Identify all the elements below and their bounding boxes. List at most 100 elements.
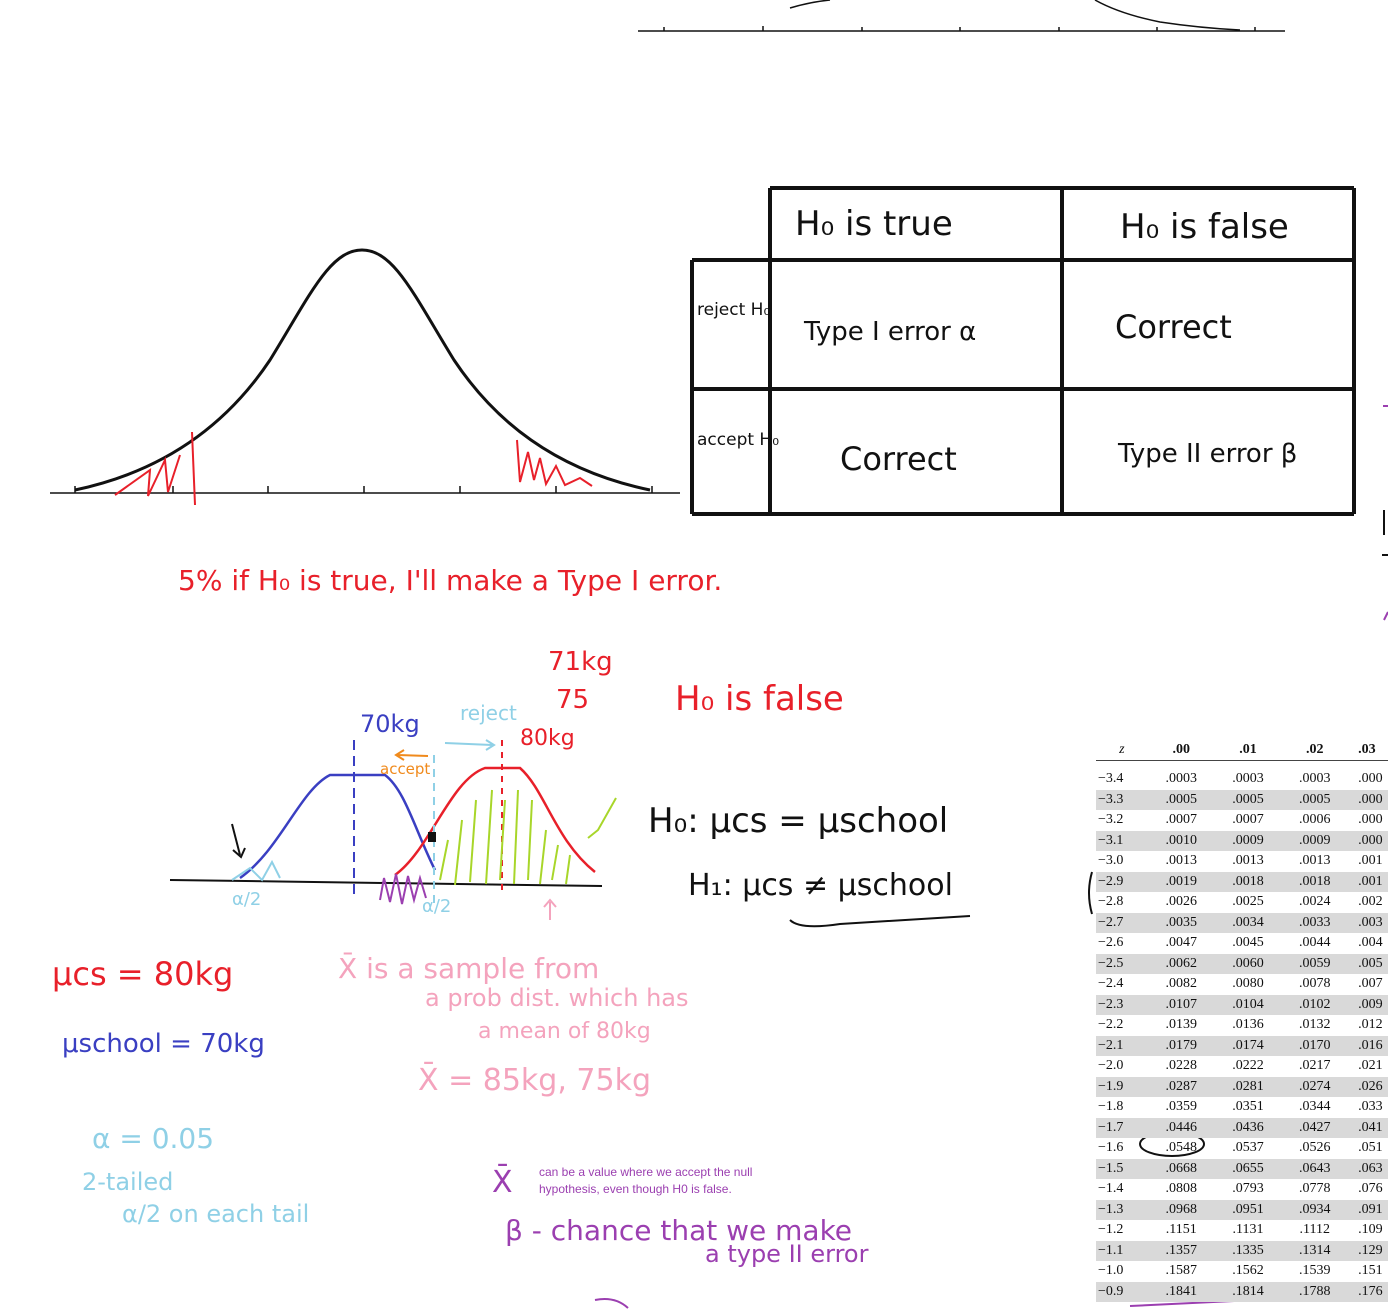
table-row: −2.4 .0082 .0080 .0078 .007 <box>1096 974 1388 995</box>
table-cell: .1112 <box>1299 1222 1330 1238</box>
table-cell-correct-2: Correct <box>840 440 957 478</box>
table-cell: .1841 <box>1165 1283 1197 1299</box>
table-col-header-h0-false: H₀ is false <box>1120 207 1289 247</box>
table-row: −2.3 .0107 .0104 .0102 .009 <box>1096 994 1388 1015</box>
table-cell: .1357 <box>1165 1242 1197 1258</box>
table-cell: .151 <box>1358 1263 1383 1279</box>
table-cell: .1562 <box>1232 1263 1264 1279</box>
table-cell: .0035 <box>1165 914 1197 930</box>
table-cell: .0104 <box>1232 996 1264 1012</box>
table-cell: .1587 <box>1165 1263 1197 1279</box>
alpha-value-note: α = 0.05 <box>92 1122 214 1155</box>
table-cell: .0007 <box>1232 812 1264 828</box>
table-cell: .0668 <box>1165 1160 1197 1176</box>
table-cell: .0062 <box>1165 955 1197 971</box>
table-cell: −1.8 <box>1098 1099 1124 1115</box>
table-cell: .002 <box>1358 894 1383 910</box>
alpha-each-tail-note: α/2 on each tail <box>122 1200 309 1228</box>
table-cell: .0344 <box>1298 1099 1331 1115</box>
table-cell: .0005 <box>1298 791 1331 807</box>
table-row: −2.1 .0179 .0174 .0170 .016 <box>1096 1035 1388 1056</box>
table-row: −3.4 .0003 .0003 .0003 .000 <box>1096 769 1388 790</box>
table-cell: .0013 <box>1165 853 1197 869</box>
table-cell: .1814 <box>1232 1283 1264 1299</box>
table-cell: .0026 <box>1165 894 1197 910</box>
table-cell: .0655 <box>1232 1160 1264 1176</box>
table-row-header-reject: reject H₀ <box>697 300 770 320</box>
table-row-header-accept: accept H₀ <box>697 430 779 450</box>
table-cell: −3.3 <box>1098 791 1124 807</box>
mu-school-note: μschool = 70kg <box>62 1029 265 1059</box>
table-cell: −2.2 <box>1098 1017 1124 1033</box>
weight-75-note: 75 <box>556 685 589 715</box>
table-cell: .0059 <box>1298 955 1331 971</box>
table-cell: .0107 <box>1165 996 1197 1012</box>
table-cell: .0060 <box>1232 955 1264 971</box>
table-row: −2.9 .0019 .0018 .0018 .001 <box>1096 871 1388 892</box>
table-cell: .063 <box>1358 1160 1383 1176</box>
table-cell: .0778 <box>1298 1181 1331 1197</box>
table-cell: −1.0 <box>1098 1263 1124 1279</box>
label-reject: reject <box>460 701 517 725</box>
table-row: −3.1 .0010 .0009 .0009 .000 <box>1096 830 1388 851</box>
table-cell: .0005 <box>1232 791 1264 807</box>
table-cell: .0281 <box>1232 1078 1264 1094</box>
table-cell: −2.8 <box>1098 894 1124 910</box>
table-cell: .003 <box>1358 914 1383 930</box>
table-cell: .0013 <box>1298 853 1331 869</box>
table-cell: .0446 <box>1165 1119 1197 1135</box>
table-cell: .0170 <box>1298 1037 1331 1053</box>
table-cell: .0024 <box>1298 894 1331 910</box>
table-cell: .000 <box>1358 771 1383 787</box>
table-row: −1.4 .0808 .0793 .0778 .076 <box>1096 1179 1388 1200</box>
table-cell: .026 <box>1358 1078 1383 1094</box>
table-cell: .0132 <box>1298 1017 1331 1033</box>
table-cell: .1788 <box>1298 1283 1331 1299</box>
table-row: −1.8 .0359 .0351 .0344 .033 <box>1096 1097 1388 1118</box>
weight-71kg-note: 71kg <box>548 647 613 677</box>
table-cell-type2: Type II error β <box>1117 439 1297 469</box>
table-cell: .076 <box>1358 1181 1383 1197</box>
normal-curve-large <box>50 248 680 506</box>
xbar-sample-line-3: a mean of 80kg <box>478 1019 651 1044</box>
table-cell: −1.2 <box>1098 1222 1124 1238</box>
label-80kg: 80kg <box>520 726 575 751</box>
table-cell: .1335 <box>1232 1242 1264 1258</box>
z-table-body: −3.4 .0003 .0003 .0003 .000 −3.3 .0005 .0005 .00… <box>1096 761 1388 1302</box>
typed-note: can be a value where we accept the null … <box>539 1164 752 1198</box>
table-cell: .033 <box>1358 1099 1383 1115</box>
table-cell: −2.6 <box>1098 935 1124 951</box>
table-cell: .0359 <box>1165 1099 1197 1115</box>
table-cell: .0427 <box>1298 1119 1331 1135</box>
table-cell: .001 <box>1358 873 1383 889</box>
table-cell-correct-1: Correct <box>1115 308 1232 346</box>
two-distributions-diagram <box>169 739 1093 928</box>
beta-definition-line-2: a type II error <box>705 1240 869 1268</box>
table-cell: .0222 <box>1232 1058 1264 1074</box>
table-cell: −2.5 <box>1098 955 1124 971</box>
table-cell: .0019 <box>1165 873 1197 889</box>
table-cell: .0808 <box>1165 1181 1197 1197</box>
table-cell: −2.9 <box>1098 873 1124 889</box>
table-cell: .0102 <box>1298 996 1331 1012</box>
table-cell: .021 <box>1358 1058 1383 1074</box>
table-cell: .0045 <box>1232 935 1264 951</box>
table-cell: .0033 <box>1298 914 1331 930</box>
table-cell: .0078 <box>1298 976 1331 992</box>
table-cell: .0274 <box>1298 1078 1331 1094</box>
table-cell: .005 <box>1358 955 1383 971</box>
table-cell: −2.1 <box>1098 1037 1124 1053</box>
table-cell: .1151 <box>1165 1222 1197 1238</box>
table-cell: .0082 <box>1165 976 1197 992</box>
table-row: −2.0 .0228 .0222 .0217 .021 <box>1096 1056 1388 1077</box>
table-cell: .0009 <box>1298 832 1331 848</box>
table-cell: .012 <box>1358 1017 1383 1033</box>
mu-cs-note: μcs = 80kg <box>52 955 233 993</box>
table-cell: .0009 <box>1232 832 1264 848</box>
table-cell: −0.9 <box>1098 1283 1124 1299</box>
table-row: −2.5 .0062 .0060 .0059 .005 <box>1096 953 1388 974</box>
table-cell: .0174 <box>1232 1037 1264 1053</box>
table-cell: .0018 <box>1232 873 1264 889</box>
table-cell: .109 <box>1358 1222 1383 1238</box>
table-cell: .004 <box>1358 935 1383 951</box>
